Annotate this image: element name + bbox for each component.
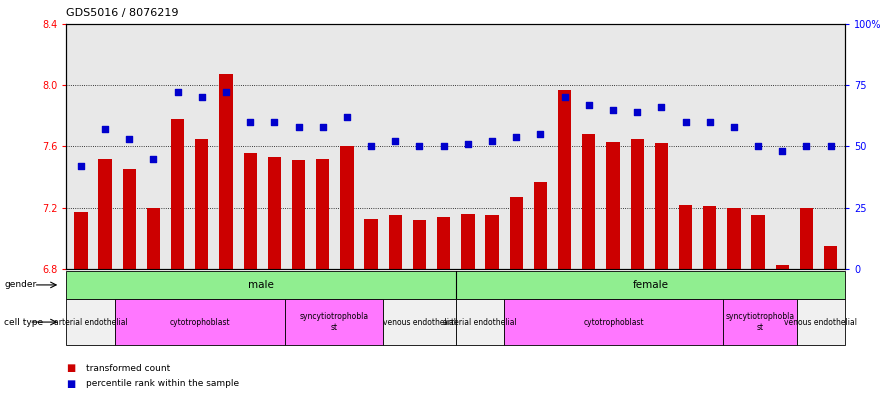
Bar <box>98 159 112 269</box>
Text: ■: ■ <box>66 363 75 373</box>
Bar <box>504 299 724 345</box>
Point <box>219 89 233 95</box>
Bar <box>800 208 813 269</box>
Text: syncytiotrophobla
st: syncytiotrophobla st <box>726 312 795 332</box>
Bar <box>147 208 160 269</box>
Bar <box>630 139 643 269</box>
Text: GDS5016 / 8076219: GDS5016 / 8076219 <box>66 8 179 18</box>
Point <box>316 123 330 130</box>
Point <box>389 138 403 145</box>
Point <box>654 104 668 110</box>
Point <box>679 119 693 125</box>
Text: venous endothelial: venous endothelial <box>784 318 858 327</box>
Point <box>291 123 305 130</box>
Text: transformed count: transformed count <box>86 364 170 373</box>
Bar <box>115 299 285 345</box>
Text: cytotrophoblast: cytotrophoblast <box>583 318 644 327</box>
Bar <box>606 142 619 269</box>
Bar <box>437 217 450 269</box>
Bar <box>341 147 354 269</box>
Bar <box>123 169 136 269</box>
Point <box>581 101 596 108</box>
Text: female: female <box>633 280 668 290</box>
Point <box>703 119 717 125</box>
Bar <box>286 299 383 345</box>
Bar <box>751 215 765 269</box>
Point <box>171 89 185 95</box>
Bar <box>679 205 692 269</box>
Bar <box>196 139 209 269</box>
Bar <box>219 74 233 269</box>
Text: percentile rank within the sample: percentile rank within the sample <box>86 380 239 388</box>
Point <box>146 156 160 162</box>
Bar <box>534 182 547 269</box>
Point <box>775 148 789 154</box>
Point <box>243 119 258 125</box>
Bar <box>485 215 499 269</box>
Bar <box>655 143 668 269</box>
Text: venous endothelial: venous endothelial <box>383 318 456 327</box>
Bar <box>727 208 741 269</box>
Point <box>98 126 112 132</box>
Text: cell type: cell type <box>4 318 43 327</box>
Point <box>122 136 136 142</box>
Bar <box>456 299 504 345</box>
Point <box>751 143 766 150</box>
Point <box>267 119 281 125</box>
Point <box>630 109 644 115</box>
Point <box>727 123 741 130</box>
Bar <box>316 159 329 269</box>
Text: gender: gender <box>4 281 36 289</box>
Bar <box>292 160 305 269</box>
Bar <box>775 264 789 269</box>
Bar <box>558 90 571 269</box>
Point <box>534 131 548 137</box>
Point <box>485 138 499 145</box>
Point <box>606 107 620 113</box>
Text: syncytiotrophobla
st: syncytiotrophobla st <box>299 312 369 332</box>
Bar <box>389 215 402 269</box>
Bar <box>510 197 523 269</box>
Point <box>558 94 572 101</box>
Bar <box>268 157 281 269</box>
Text: cytotrophoblast: cytotrophoblast <box>170 318 231 327</box>
Bar <box>365 219 378 269</box>
Text: male: male <box>248 280 274 290</box>
Bar <box>703 206 716 269</box>
Text: arterial endothelial: arterial endothelial <box>54 318 127 327</box>
Bar <box>382 299 456 345</box>
Point <box>412 143 427 150</box>
Bar <box>171 119 184 269</box>
Text: arterial endothelial: arterial endothelial <box>443 318 517 327</box>
Bar <box>66 299 115 345</box>
Text: ■: ■ <box>66 379 75 389</box>
Bar <box>461 214 474 269</box>
Point <box>824 143 838 150</box>
Point <box>340 114 354 120</box>
Point <box>73 163 88 169</box>
Point <box>509 134 523 140</box>
Bar <box>243 152 257 269</box>
Point <box>461 141 475 147</box>
Point <box>195 94 209 101</box>
Bar <box>456 271 845 299</box>
Bar <box>582 134 596 269</box>
Point <box>436 143 450 150</box>
Bar <box>796 299 845 345</box>
Point <box>799 143 813 150</box>
Bar <box>74 212 88 269</box>
Bar <box>724 299 796 345</box>
Bar <box>824 246 837 269</box>
Point <box>364 143 378 150</box>
Bar <box>412 220 427 269</box>
Bar <box>66 271 456 299</box>
